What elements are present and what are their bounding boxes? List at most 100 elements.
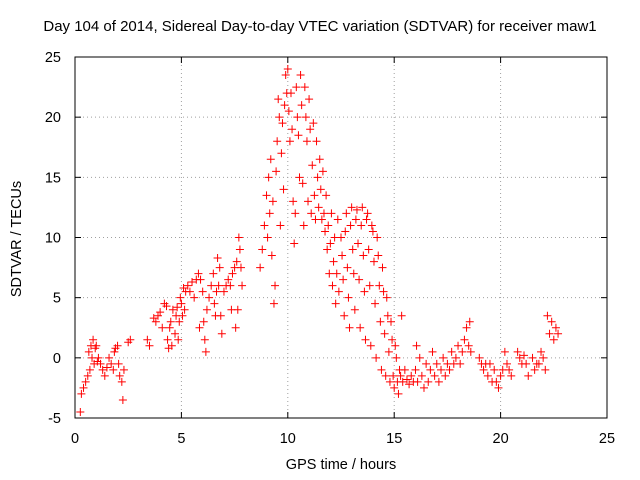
- data-point: [398, 377, 407, 386]
- data-point: [300, 83, 309, 92]
- data-point: [308, 161, 317, 170]
- data-point: [332, 269, 341, 278]
- data-point: [387, 317, 396, 326]
- data-point: [554, 329, 563, 338]
- data-point: [379, 287, 388, 296]
- data-point: [492, 377, 501, 386]
- data-point: [276, 221, 285, 230]
- data-point: [355, 275, 364, 284]
- data-point: [365, 281, 374, 290]
- data-point: [340, 311, 349, 320]
- data-point: [83, 371, 92, 380]
- data-point: [494, 383, 503, 392]
- data-point: [285, 137, 294, 146]
- data-point: [262, 191, 271, 200]
- data-point: [260, 221, 269, 230]
- y-tick-label: 10: [45, 231, 61, 247]
- data-point: [238, 281, 247, 290]
- data-point: [180, 305, 189, 314]
- x-tick-label: 10: [280, 431, 296, 447]
- data-point: [294, 131, 303, 140]
- data-point: [396, 371, 405, 380]
- data-point: [374, 251, 383, 260]
- data-point: [327, 209, 336, 218]
- data-point: [411, 365, 420, 374]
- data-point: [434, 377, 443, 386]
- data-point: [405, 380, 414, 389]
- data-point: [174, 335, 183, 344]
- data-point: [194, 269, 203, 278]
- data-point: [271, 281, 280, 290]
- data-point: [389, 371, 398, 380]
- data-point: [397, 311, 406, 320]
- data-point: [143, 335, 152, 344]
- data-point: [84, 347, 93, 356]
- data-point: [345, 323, 354, 332]
- data-point: [167, 341, 176, 350]
- data-point: [205, 293, 214, 302]
- data-point: [176, 293, 185, 302]
- data-point: [496, 371, 505, 380]
- data-point: [126, 335, 135, 344]
- data-point: [202, 305, 211, 314]
- data-point: [392, 353, 401, 362]
- data-point: [295, 173, 304, 182]
- data-point: [524, 371, 533, 380]
- data-point: [349, 269, 358, 278]
- data-point: [451, 353, 460, 362]
- data-point: [528, 353, 537, 362]
- data-point: [348, 245, 357, 254]
- data-point: [316, 185, 325, 194]
- data-point: [196, 275, 205, 284]
- data-point: [464, 341, 473, 350]
- data-point: [547, 317, 556, 326]
- data-point: [437, 365, 446, 374]
- data-point: [323, 245, 332, 254]
- data-point: [216, 311, 225, 320]
- data-point: [236, 263, 245, 272]
- data-point: [304, 197, 313, 206]
- data-point: [306, 125, 315, 134]
- data-point: [347, 203, 356, 212]
- data-point: [339, 275, 348, 284]
- data-point: [280, 101, 289, 110]
- data-point: [359, 251, 368, 260]
- data-point: [166, 317, 175, 326]
- data-point: [173, 303, 182, 312]
- data-point: [85, 365, 94, 374]
- data-point: [149, 314, 158, 323]
- data-point: [207, 281, 216, 290]
- x-tick-label: 5: [177, 431, 185, 447]
- data-point: [319, 209, 328, 218]
- data-point: [391, 341, 400, 350]
- data-point: [178, 311, 187, 320]
- plot-frame: [74, 56, 608, 419]
- data-point: [200, 335, 209, 344]
- data-point: [286, 89, 295, 98]
- data-point: [520, 351, 529, 360]
- data-point: [354, 239, 363, 248]
- data-point: [302, 137, 311, 146]
- data-point: [105, 353, 114, 362]
- data-point: [151, 317, 160, 326]
- data-point: [268, 197, 277, 206]
- data-point: [109, 365, 118, 374]
- data-point: [372, 353, 381, 362]
- data-point: [277, 149, 286, 158]
- data-point: [515, 353, 524, 362]
- data-point: [479, 365, 488, 374]
- data-point: [107, 359, 116, 368]
- data-point: [534, 359, 543, 368]
- data-point: [344, 293, 353, 302]
- data-point: [77, 389, 86, 398]
- data-point: [364, 245, 373, 254]
- data-point: [185, 287, 194, 296]
- data-point: [199, 317, 208, 326]
- y-tick-label: 20: [45, 110, 61, 126]
- data-point: [445, 365, 454, 374]
- x-tick-label: 20: [493, 431, 509, 447]
- data-point: [315, 155, 324, 164]
- data-point: [232, 257, 241, 266]
- data-point: [483, 371, 492, 380]
- data-point: [390, 383, 399, 392]
